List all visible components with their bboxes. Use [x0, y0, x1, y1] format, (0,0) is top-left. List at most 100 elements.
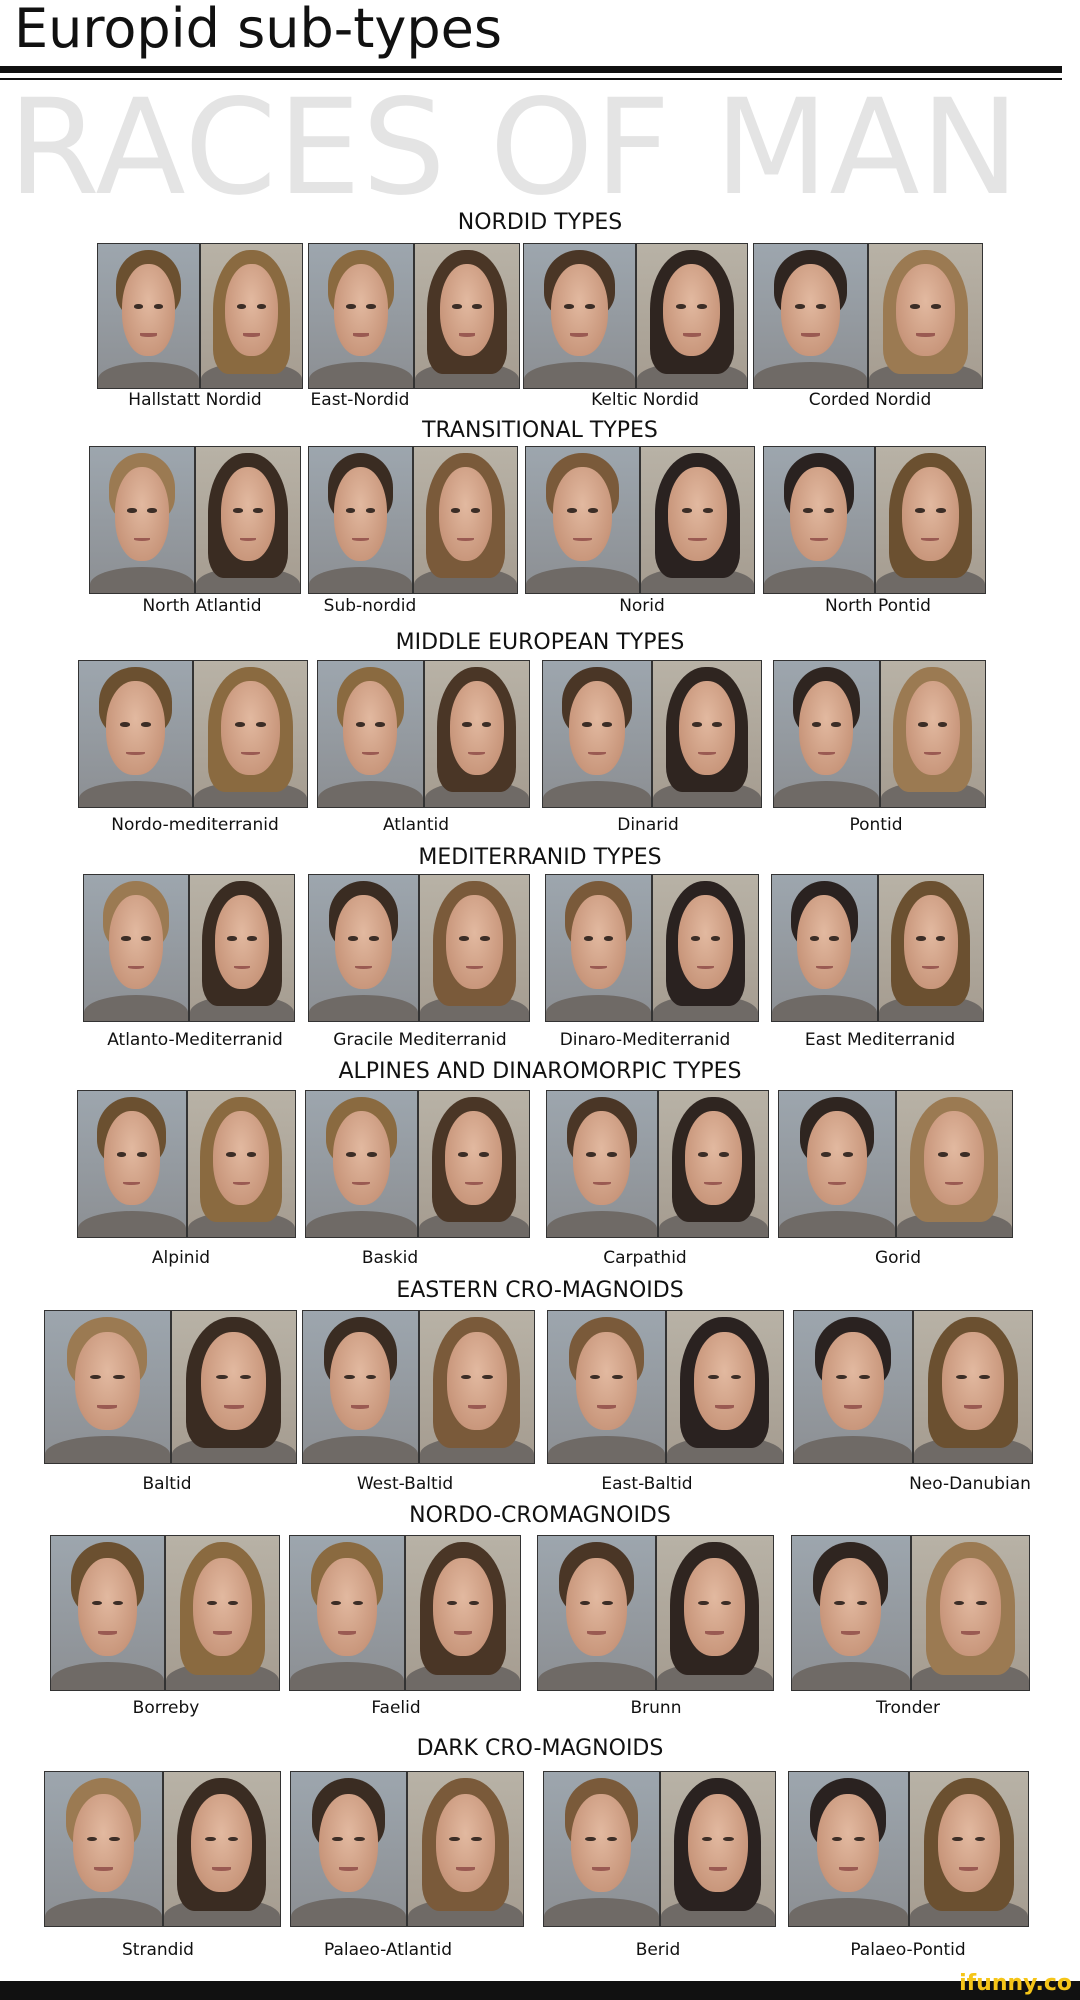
type-caption: West-Baltid [356, 1474, 454, 1494]
male-composite-face-image [317, 660, 424, 808]
male-composite-face-image [44, 1771, 163, 1927]
type-caption: Strandid [122, 1940, 194, 1960]
male-composite-face-image [546, 1090, 658, 1238]
male-composite-face-image [542, 660, 652, 808]
type-photo-pair [763, 446, 986, 594]
type-caption: Pontid [849, 815, 903, 835]
type-caption: Borreby [132, 1698, 200, 1718]
type-photo-pair [773, 660, 986, 808]
type-photo-pair [542, 660, 762, 808]
male-composite-face-image [77, 1090, 187, 1238]
male-composite-face-image [78, 660, 193, 808]
type-caption: East Mediterranid [804, 1030, 956, 1050]
female-composite-face-image [417, 1090, 530, 1238]
male-composite-face-image [523, 243, 636, 389]
section-title: DARK CRO-MAGNOIDS [416, 1736, 664, 1761]
type-caption: Baltid [142, 1474, 192, 1494]
male-composite-face-image [290, 1771, 407, 1927]
section-title: NORDID TYPES [457, 210, 623, 235]
type-caption: Brunn [630, 1698, 682, 1718]
type-caption: Baskid [361, 1248, 419, 1268]
male-composite-face-image [537, 1535, 656, 1691]
type-caption: Hallstatt Nordid [128, 390, 262, 410]
type-caption: Palaeo-Pontid [850, 1940, 966, 1960]
type-caption: Sub-nordid [323, 596, 417, 616]
type-caption: Dinarid [617, 815, 679, 835]
male-composite-face-image [547, 1310, 666, 1464]
female-composite-face-image [657, 1090, 769, 1238]
type-photo-pair [89, 446, 301, 594]
type-caption: North Pontid [825, 596, 931, 616]
section-title: NORDO-CROMAGNOIDS [409, 1503, 671, 1528]
ifunny-logo[interactable]: ifunny.co [959, 1971, 1072, 1996]
female-composite-face-image [195, 446, 301, 594]
type-photo-pair [302, 1310, 535, 1464]
male-composite-face-image [753, 243, 868, 389]
female-composite-face-image [186, 1090, 296, 1238]
type-photo-pair [83, 874, 295, 1022]
female-composite-face-image [910, 1535, 1030, 1691]
male-composite-face-image [302, 1310, 419, 1464]
female-composite-face-image [877, 874, 984, 1022]
female-composite-face-image [879, 660, 986, 808]
type-caption: Faelid [371, 1698, 421, 1718]
type-photo-pair [771, 874, 984, 1022]
male-composite-face-image [788, 1771, 909, 1927]
male-composite-face-image [791, 1535, 911, 1691]
title-underline-thin [0, 78, 1062, 80]
male-composite-face-image [525, 446, 640, 594]
type-photo-pair [788, 1771, 1029, 1927]
type-photo-pair [308, 446, 518, 594]
female-composite-face-image [423, 660, 530, 808]
type-photo-pair [753, 243, 983, 389]
male-composite-face-image [543, 1771, 660, 1927]
type-caption: North Atlantid [142, 596, 262, 616]
female-composite-face-image [170, 1310, 297, 1464]
female-composite-face-image [652, 874, 759, 1022]
female-composite-face-image [414, 243, 520, 389]
female-composite-face-image [200, 243, 303, 389]
male-composite-face-image [50, 1535, 165, 1691]
female-composite-face-image [418, 1310, 535, 1464]
male-composite-face-image [308, 243, 414, 389]
type-photo-pair [44, 1310, 297, 1464]
type-caption: Alpinid [151, 1248, 211, 1268]
male-composite-face-image [89, 446, 195, 594]
type-caption: Berid [635, 1940, 681, 1960]
type-photo-pair [543, 1771, 776, 1927]
female-composite-face-image [640, 446, 755, 594]
type-photo-pair [537, 1535, 774, 1691]
male-composite-face-image [308, 446, 413, 594]
female-composite-face-image [193, 660, 308, 808]
type-caption: Keltic Nordid [591, 390, 699, 410]
female-composite-face-image [635, 243, 748, 389]
type-photo-pair [44, 1771, 281, 1927]
footer-bar: ifunny.co [0, 1971, 1080, 2000]
type-photo-pair [791, 1535, 1030, 1691]
type-photo-pair [305, 1090, 530, 1238]
type-caption: Tronder [876, 1698, 940, 1718]
section-title: TRANSITIONAL TYPES [422, 418, 658, 443]
type-caption: Gorid [874, 1248, 922, 1268]
male-composite-face-image [773, 660, 880, 808]
type-photo-pair [78, 660, 308, 808]
male-composite-face-image [308, 874, 419, 1022]
type-caption: Atlanto-Mediterranid [107, 1030, 283, 1050]
type-caption: Dinaro-Mediterranid [559, 1030, 731, 1050]
type-photo-pair [290, 1771, 524, 1927]
male-composite-face-image [44, 1310, 171, 1464]
female-composite-face-image [665, 1310, 784, 1464]
type-caption: Gracile Mediterranid [333, 1030, 507, 1050]
type-photo-pair [545, 874, 759, 1022]
male-composite-face-image [305, 1090, 418, 1238]
section-title: MEDITERRANID TYPES [418, 845, 662, 870]
type-photo-pair [308, 243, 520, 389]
type-photo-pair [523, 243, 748, 389]
female-composite-face-image [189, 874, 295, 1022]
type-photo-pair [77, 1090, 296, 1238]
female-composite-face-image [868, 243, 983, 389]
female-composite-face-image [165, 1535, 280, 1691]
male-composite-face-image [83, 874, 189, 1022]
section-title: ALPINES AND DINAROMORPIC TYPES [338, 1059, 742, 1084]
type-caption: Carpathid [603, 1248, 687, 1268]
